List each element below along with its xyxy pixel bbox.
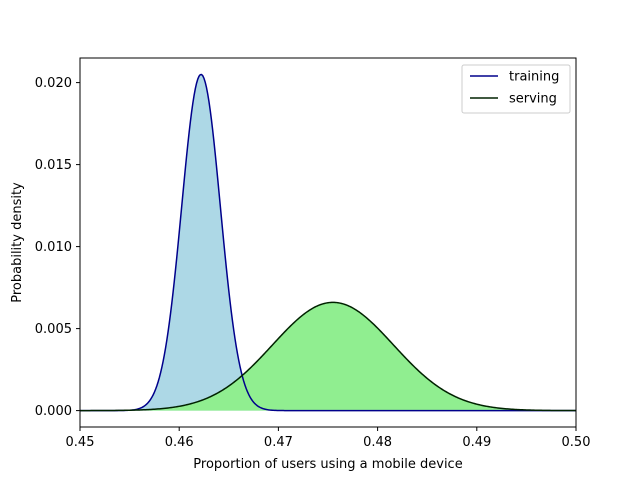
- plot-frame: [79, 57, 577, 428]
- legend-box: [461, 64, 571, 114]
- legend: training serving: [461, 64, 571, 114]
- x-tick-label: 0.48: [363, 435, 392, 450]
- x-axis-ticks: 0.45 0.46 0.47 0.48 0.49 0.50: [66, 427, 591, 450]
- y-axis-label: Probability density: [10, 182, 25, 303]
- y-tick-label: 0.015: [35, 158, 72, 173]
- x-tick-label: 0.49: [462, 435, 491, 450]
- y-tick-label: 0.010: [35, 240, 72, 255]
- series-line-training: [80, 73, 576, 412]
- x-tick-label: 0.45: [66, 435, 95, 450]
- series-fill-training: [80, 74, 576, 411]
- legend-label-training: training: [509, 70, 559, 85]
- series-line-serving: [80, 301, 577, 412]
- y-tick-label: 0.005: [35, 322, 72, 337]
- y-tick-label: 0.020: [35, 76, 72, 91]
- y-axis-ticks: 0.000 0.005 0.010 0.015 0.020: [35, 76, 80, 419]
- x-axis-label: Proportion of users using a mobile devic…: [193, 457, 462, 472]
- series-fills: [80, 74, 576, 411]
- x-tick-label: 0.50: [562, 435, 591, 450]
- x-tick-label: 0.46: [165, 435, 194, 450]
- y-tick-label: 0.000: [35, 404, 72, 419]
- series-lines: [80, 73, 577, 412]
- series-fill-serving: [80, 302, 576, 411]
- legend-label-serving: serving: [509, 92, 557, 107]
- x-tick-label: 0.47: [264, 435, 293, 450]
